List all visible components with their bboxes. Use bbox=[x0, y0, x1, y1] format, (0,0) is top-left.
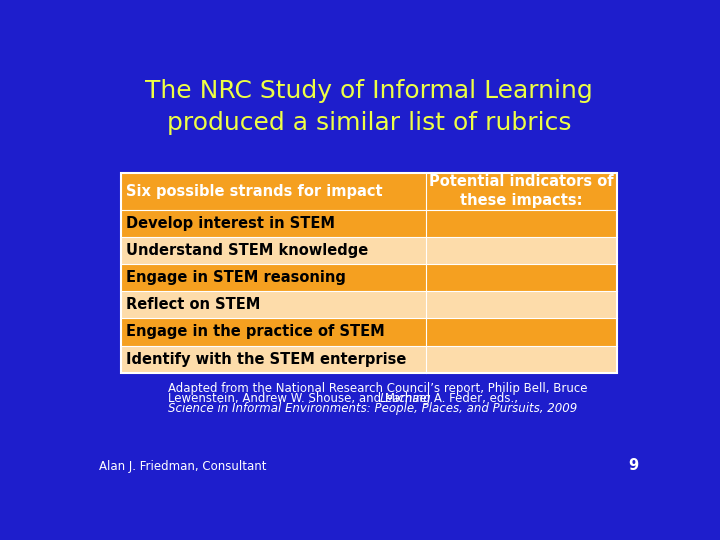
Bar bbox=[121, 346, 617, 373]
Text: The NRC Study of Informal Learning
produced a similar list of rubrics: The NRC Study of Informal Learning produ… bbox=[145, 79, 593, 135]
Text: Alan J. Friedman, Consultant: Alan J. Friedman, Consultant bbox=[99, 460, 267, 473]
Text: Identify with the STEM enterprise: Identify with the STEM enterprise bbox=[127, 352, 407, 367]
Text: Science in Informal Environments: People, Places, and Pursuits, 2009: Science in Informal Environments: People… bbox=[168, 402, 577, 415]
Text: Potential indicators of
these impacts:: Potential indicators of these impacts: bbox=[429, 174, 614, 208]
Text: Develop interest in STEM: Develop interest in STEM bbox=[127, 215, 336, 231]
Bar bbox=[121, 173, 617, 210]
Text: Engage in STEM reasoning: Engage in STEM reasoning bbox=[127, 270, 346, 285]
Text: Six possible strands for impact: Six possible strands for impact bbox=[127, 184, 383, 199]
Text: 9: 9 bbox=[629, 458, 639, 473]
Text: Reflect on STEM: Reflect on STEM bbox=[127, 298, 261, 312]
Bar bbox=[121, 264, 617, 291]
Text: Lewenstein, Andrew W. Shouse, and Michael A. Feder, eds.,: Lewenstein, Andrew W. Shouse, and Michae… bbox=[168, 392, 521, 405]
Text: Learning: Learning bbox=[379, 392, 431, 405]
Text: Understand STEM knowledge: Understand STEM knowledge bbox=[127, 243, 369, 258]
Bar bbox=[121, 173, 617, 373]
Bar bbox=[121, 319, 617, 346]
Bar bbox=[121, 210, 617, 237]
Text: Adapted from the National Research Council’s report, Philip Bell, Bruce: Adapted from the National Research Counc… bbox=[168, 382, 587, 395]
Bar bbox=[121, 237, 617, 264]
Text: Engage in the practice of STEM: Engage in the practice of STEM bbox=[127, 325, 385, 340]
Bar bbox=[121, 291, 617, 319]
